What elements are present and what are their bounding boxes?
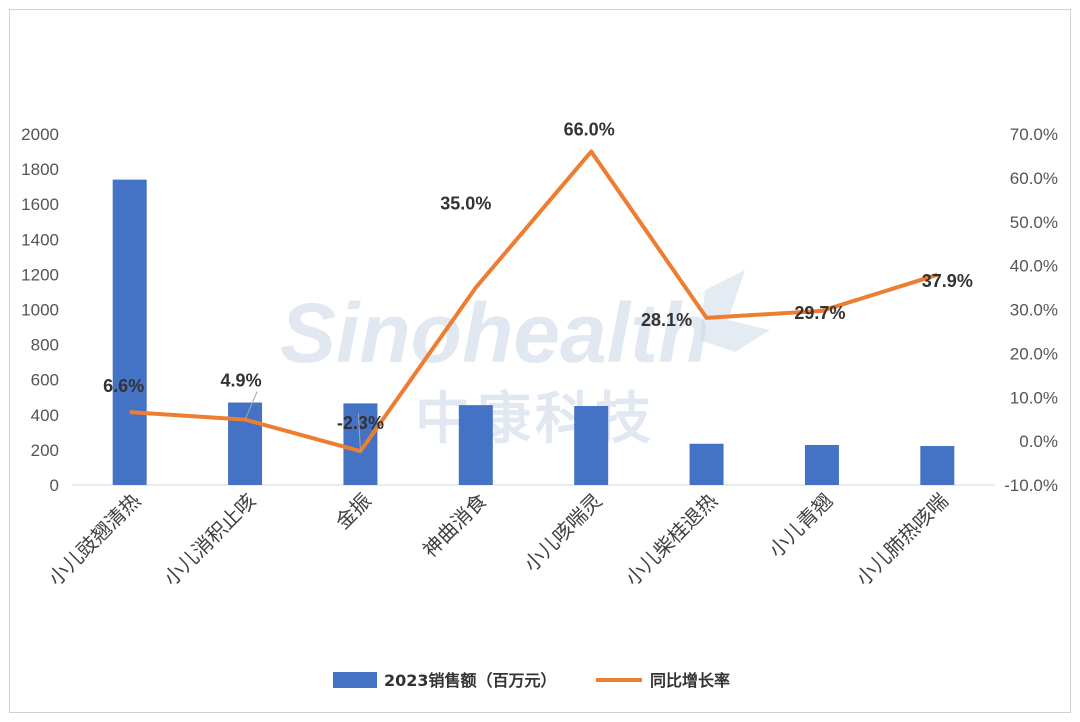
bar xyxy=(804,444,839,485)
category-label: 小儿咳喘灵 xyxy=(519,489,607,577)
left-tick-label: 0 xyxy=(50,476,59,495)
right-axis: -10.0% 0.0% 10.0% 20.0% 30.0% 40.0% 50.0% 60.0%… xyxy=(1004,125,1058,495)
category-label: 神曲消食 xyxy=(418,489,492,563)
left-tick-label: 1200 xyxy=(21,265,59,284)
left-tick-label: 1400 xyxy=(21,230,59,249)
right-tick-label: 0.0% xyxy=(1019,432,1058,451)
leader-line xyxy=(357,413,361,452)
legend: 2023销售额（百万元） 同比增长率 xyxy=(333,671,730,690)
watermark-logo-icon xyxy=(700,270,770,352)
right-tick-label: 10.0% xyxy=(1010,388,1058,407)
left-tick-label: 600 xyxy=(31,371,59,390)
watermark-brand: Sinohealth xyxy=(280,286,709,380)
data-label: 35.0% xyxy=(440,194,491,214)
left-tick-label: 200 xyxy=(31,441,59,460)
data-label: -2.3% xyxy=(337,413,384,433)
growth-line xyxy=(129,149,938,454)
left-tick-label: 1000 xyxy=(21,301,59,320)
category-label: 小儿柴桂退热 xyxy=(620,489,722,591)
bar xyxy=(112,179,147,485)
right-tick-label: -10.0% xyxy=(1004,476,1058,495)
bar-series xyxy=(72,179,995,486)
data-label: 37.9% xyxy=(922,271,973,291)
leader-line xyxy=(244,391,258,420)
category-label: 小儿肺热咳喘 xyxy=(851,489,953,591)
watermark: Sinohealth 中康科技 xyxy=(280,270,770,452)
category-label: 金振 xyxy=(331,489,376,534)
bar xyxy=(920,446,955,485)
legend-line-label: 同比增长率 xyxy=(650,671,730,690)
right-tick-label: 30.0% xyxy=(1010,301,1058,320)
right-tick-label: 60.0% xyxy=(1010,169,1058,188)
left-tick-label: 400 xyxy=(31,406,59,425)
data-label: 6.6% xyxy=(103,376,144,396)
category-label: 小儿青翘 xyxy=(764,489,838,563)
watermark-brand-cn: 中康科技 xyxy=(415,387,655,452)
data-label: 66.0% xyxy=(564,120,615,140)
category-label: 小儿消积止咳 xyxy=(159,489,261,591)
right-tick-label: 40.0% xyxy=(1010,257,1058,276)
left-axis: 0 200 400 600 800 1000 1200 1400 1600 1800 2000 xyxy=(21,125,59,495)
legend-bar-label: 2023销售额（百万元） xyxy=(384,671,557,690)
legend-bar-swatch xyxy=(333,672,377,688)
category-axis: 小儿豉翘清热 小儿消积止咳 金振 神曲消食 小儿咳喘灵 小儿柴桂退热 小儿青翘 小儿肺热咳喘 xyxy=(43,489,952,591)
chart-frame xyxy=(9,9,1071,713)
data-label: 4.9% xyxy=(221,371,262,391)
left-tick-label: 2000 xyxy=(21,125,59,144)
right-tick-label: 70.0% xyxy=(1010,125,1058,144)
bar xyxy=(689,443,724,485)
left-tick-label: 1800 xyxy=(21,160,59,179)
left-tick-label: 800 xyxy=(31,336,59,355)
bar xyxy=(458,405,493,485)
right-tick-label: 50.0% xyxy=(1010,213,1058,232)
left-tick-label: 1600 xyxy=(21,195,59,214)
right-tick-label: 20.0% xyxy=(1010,344,1058,363)
line-series: 6.6% 4.9% -2.3% 35.0% 66.0% 28.1% 29.7% 37.9% xyxy=(103,120,973,454)
data-label: 28.1% xyxy=(641,310,692,330)
data-label: 29.7% xyxy=(794,303,845,323)
bar xyxy=(228,402,263,485)
category-label: 小儿豉翘清热 xyxy=(43,489,145,591)
bar xyxy=(574,406,609,485)
